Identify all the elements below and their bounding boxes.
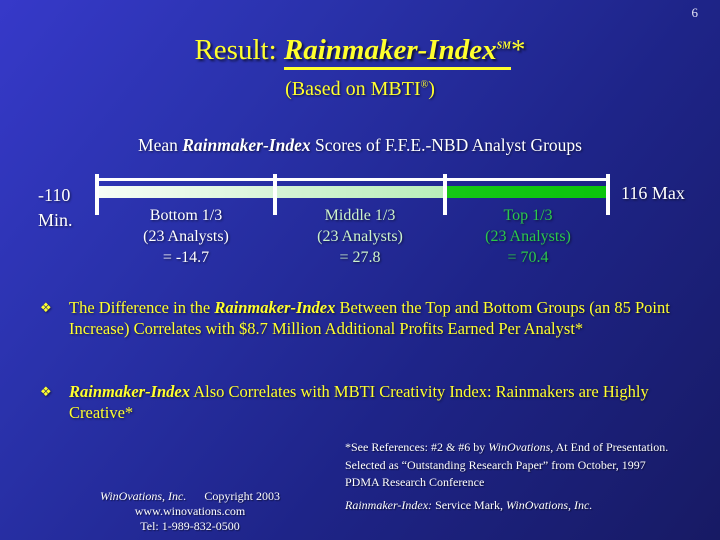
group-label-middle: Middle 1/3 (23 Analysts) = 27.8 [275, 205, 445, 268]
score-bar [99, 186, 608, 198]
service-mark-footnote: Rainmaker-Index: Service Mark, WinOvatio… [345, 498, 685, 513]
bar-segment-middle [275, 186, 445, 198]
group-bottom-name: Bottom 1/3 [149, 207, 223, 224]
scale-min-label: -110 Min. [38, 183, 73, 233]
scale-min-value: -110 [38, 185, 71, 205]
diamond-bullet-icon: ❖ [40, 300, 52, 315]
sm-index-italic: Rainmaker-Index: [345, 498, 433, 512]
bullet-text: Rainmaker-Index Also Correlates with MBT… [69, 381, 673, 423]
title-emphasis: Rainmaker-Index [283, 34, 497, 66]
title-rainmaker-index: Rainmaker-IndexSM [283, 34, 512, 70]
heading-emphasis: Rainmaker-Index [182, 135, 311, 155]
registered-mark-sup: ® [420, 79, 429, 91]
scale-tick-min [95, 174, 99, 215]
scale-tick-middle-top [443, 174, 447, 215]
references-footnote: *See References: #2 & #6 by WinOvations,… [345, 439, 675, 492]
ref-post: , At End of Presentation. Selected as “O… [345, 440, 669, 489]
bullet-item-profits: ❖ The Difference in the Rainmaker-Index … [40, 297, 680, 339]
sm-mid: Service Mark, [432, 498, 507, 512]
scale-max-label: 116 Max [621, 183, 685, 203]
group-top-score: = 70.4 [507, 249, 549, 266]
section-heading: Mean Rainmaker-Index Scores of F.F.E.-NB… [0, 135, 720, 156]
bullet2-post: Also Correlates with MBTI Creativity Ind… [69, 382, 649, 422]
footer-phone: Tel: 1-989-832-0500 [140, 519, 240, 533]
sm-company-italic: WinOvations, Inc. [506, 498, 593, 512]
bullet1-emphasis: Rainmaker-Index [214, 298, 336, 317]
bullet-text: The Difference in the Rainmaker-Index Be… [69, 297, 673, 339]
group-middle-name: Middle 1/3 [324, 207, 396, 224]
group-bottom-score: = -14.7 [162, 249, 210, 266]
group-middle-count: (23 Analysts) [317, 228, 403, 245]
group-middle-score: = 27.8 [339, 249, 381, 266]
title-asterisk: * [511, 34, 526, 66]
scale-min-word: Min. [38, 210, 73, 230]
footer-website: www.winovations.com [134, 504, 246, 518]
page-number: 6 [691, 5, 699, 20]
ref-company-italic: WinOvations [488, 440, 551, 454]
heading-prefix: Mean [138, 135, 183, 155]
title-prefix: Result: [194, 34, 284, 66]
group-top-count: (23 Analysts) [485, 228, 571, 245]
scale-tick-max [606, 174, 610, 215]
group-label-top: Top 1/3 (23 Analysts) = 70.4 [443, 205, 613, 268]
bullet-item-creativity: ❖ Rainmaker-Index Also Correlates with M… [40, 381, 680, 423]
slide-subtitle: (Based on MBTI®) [0, 78, 720, 101]
footer-copyright: Copyright 2003 [204, 489, 280, 503]
diamond-bullet-icon: ❖ [40, 384, 52, 399]
subtitle-text: (Based on MBTI [285, 78, 421, 100]
bar-segment-bottom [99, 186, 275, 198]
bullet1-post: Between the Top and Bottom Groups (an 85… [69, 298, 670, 338]
title-servicemark-sup: SM [496, 40, 512, 52]
slide-title: Result: Rainmaker-IndexSM* [0, 34, 720, 70]
heading-suffix: Scores of F.F.E.-NBD Analyst Groups [310, 135, 582, 155]
group-top-name: Top 1/3 [503, 207, 553, 224]
group-bottom-count: (23 Analysts) [143, 228, 229, 245]
bullet2-emphasis: Rainmaker-Index [69, 382, 191, 401]
scale-rail-line [97, 178, 608, 181]
footer-company-name: WinOvations, Inc. [100, 489, 187, 503]
subtitle-close-paren: ) [428, 78, 435, 100]
footer-company-line: WinOvations, Inc. Copyright 2003 [55, 489, 325, 504]
company-footer: WinOvations, Inc. Copyright 2003 www.wino… [55, 489, 325, 534]
ref-pre: *See References: #2 & #6 by [345, 440, 489, 454]
group-label-bottom: Bottom 1/3 (23 Analysts) = -14.7 [101, 205, 271, 268]
scale-tick-bottom-middle [273, 174, 277, 215]
bullet1-pre: The Difference in the [69, 298, 215, 317]
bar-segment-top [445, 186, 608, 198]
